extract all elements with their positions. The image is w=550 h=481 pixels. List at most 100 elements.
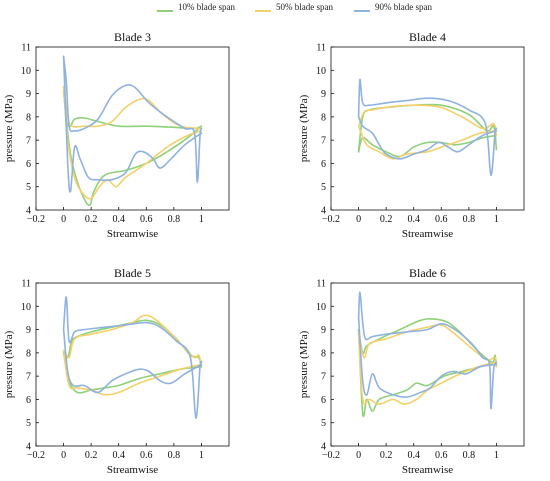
y-tick-label: 6	[26, 395, 31, 406]
x-tick-label: 1	[494, 450, 499, 461]
x-tick-label: 0.4	[112, 214, 125, 225]
y-tick-label: 9	[321, 89, 326, 100]
x-tick-label: 0.4	[407, 214, 420, 225]
y-tick-label: 7	[26, 372, 31, 383]
y-tick-label: 11	[316, 43, 326, 54]
legend-label-10: 10% blade span	[178, 2, 235, 12]
y-tick-label: 6	[321, 159, 326, 170]
legend-label-90: 90% blade span	[375, 2, 432, 12]
y-tick-label: 4	[26, 442, 31, 453]
series-line-upper	[357, 318, 498, 368]
y-tick-label: 8	[321, 112, 326, 123]
x-tick-label: 0.2	[85, 214, 98, 225]
x-tick-label: 0.2	[380, 450, 393, 461]
x-tick-label: 0.8	[463, 214, 476, 225]
x-tick-label: 1	[199, 450, 204, 461]
y-tick-label: 11	[21, 279, 31, 290]
y-tick-label: 7	[26, 136, 31, 147]
plot-frame	[330, 282, 525, 447]
legend-swatch-10	[157, 10, 173, 12]
x-tick-label: 0.6	[140, 450, 153, 461]
chart-panel-1: −0.2 0 0.2 0.4 0.6 0.8 1 4 5 6 7 8 9 10 11 Blade 3 Strea…	[3, 30, 230, 240]
series-line-lower	[62, 90, 203, 207]
series-line-lower	[357, 328, 498, 417]
x-tick-label: 0.4	[112, 450, 125, 461]
chart-panel-4: −0.2 0 0.2 0.4 0.6 0.8 1 4 5 6 7 8 9 10 11 Blade 6 Strea…	[298, 266, 525, 476]
chart-panel-3: −0.2 0 0.2 0.4 0.6 0.8 1 4 5 6 7 8 9 10 11 Blade 5 Strea…	[3, 266, 230, 476]
x-axis-label: Streamwise	[107, 464, 158, 476]
x-tick-label: 1	[494, 214, 499, 225]
series-line-upper	[357, 323, 498, 368]
y-tick-label: 6	[321, 395, 326, 406]
y-tick-label: 4	[26, 206, 31, 217]
y-tick-label: 5	[26, 418, 31, 429]
y-tick-label: 10	[21, 66, 31, 77]
series-line-lower	[357, 116, 498, 160]
series-50-blade-span	[357, 323, 498, 405]
legend-swatch-90	[354, 10, 370, 12]
series-line-upper	[62, 314, 203, 366]
y-tick-label: 8	[26, 348, 31, 359]
x-tick-label: 1	[199, 214, 204, 225]
y-tick-label: 4	[321, 442, 326, 453]
y-tick-label: 9	[26, 89, 31, 100]
y-tick-label: 7	[321, 372, 326, 383]
x-axis-label: Streamwise	[107, 228, 158, 240]
y-tick-label: 10	[316, 66, 326, 77]
y-tick-label: 11	[316, 279, 326, 290]
x-axis-label: Streamwise	[402, 464, 453, 476]
x-tick-label: 0.8	[168, 450, 181, 461]
series-90-blade-span	[62, 55, 203, 193]
series-line-upper	[357, 78, 498, 176]
y-tick-label: 11	[21, 43, 31, 54]
y-tick-label: 10	[21, 302, 31, 313]
y-tick-label: 5	[26, 182, 31, 193]
series-line-upper	[62, 85, 203, 130]
series-50-blade-span	[62, 314, 203, 396]
series-line-lower	[357, 333, 498, 405]
y-tick-label: 5	[321, 182, 326, 193]
legend-label-50: 50% blade span	[276, 2, 333, 12]
x-tick-label: 0.6	[435, 214, 448, 225]
chart-title: Blade 6	[409, 266, 446, 280]
y-axis-label: pressure (MPa)	[298, 330, 310, 398]
series-10-blade-span	[62, 319, 203, 394]
x-tick-label: 0.2	[85, 450, 98, 461]
series-line-lower	[62, 55, 203, 193]
plot-frame	[35, 282, 230, 447]
y-axis-label: pressure (MPa)	[3, 94, 15, 162]
x-tick-label: 0.6	[435, 450, 448, 461]
series-line-upper	[62, 55, 203, 183]
series-line-upper	[357, 291, 498, 410]
series-line-lower	[62, 328, 203, 394]
x-tick-label: −0.2	[27, 450, 45, 461]
y-tick-label: 4	[321, 206, 326, 217]
y-axis-label: pressure (MPa)	[298, 94, 310, 162]
legend: 10% blade span 50% blade span 90% blade …	[0, 2, 550, 20]
y-tick-label: 9	[26, 325, 31, 336]
y-axis-label: pressure (MPa)	[3, 330, 15, 398]
series-90-blade-span	[62, 296, 203, 419]
chart-title: Blade 5	[114, 266, 151, 280]
series-line-lower	[62, 349, 203, 396]
y-tick-label: 8	[321, 348, 326, 359]
series-line-upper	[357, 104, 498, 137]
x-tick-label: 0	[356, 450, 361, 461]
chart-title: Blade 3	[114, 30, 151, 44]
x-tick-label: 0.6	[140, 214, 153, 225]
series-line-upper	[62, 90, 203, 130]
x-tick-label: −0.2	[322, 450, 340, 461]
plot-frame	[330, 46, 525, 211]
x-tick-label: 0.2	[380, 214, 393, 225]
x-tick-label: 0	[356, 214, 361, 225]
y-tick-label: 8	[26, 112, 31, 123]
x-tick-label: 0.4	[407, 450, 420, 461]
series-line-lower	[357, 134, 498, 158]
chart-title: Blade 4	[409, 30, 446, 44]
x-tick-label: −0.2	[322, 214, 340, 225]
y-tick-label: 6	[26, 159, 31, 170]
y-tick-label: 9	[321, 325, 326, 336]
y-tick-label: 7	[321, 136, 326, 147]
chart-panel-2: −0.2 0 0.2 0.4 0.6 0.8 1 4 5 6 7 8 9 10 11 Blade 4 Strea…	[298, 30, 525, 240]
